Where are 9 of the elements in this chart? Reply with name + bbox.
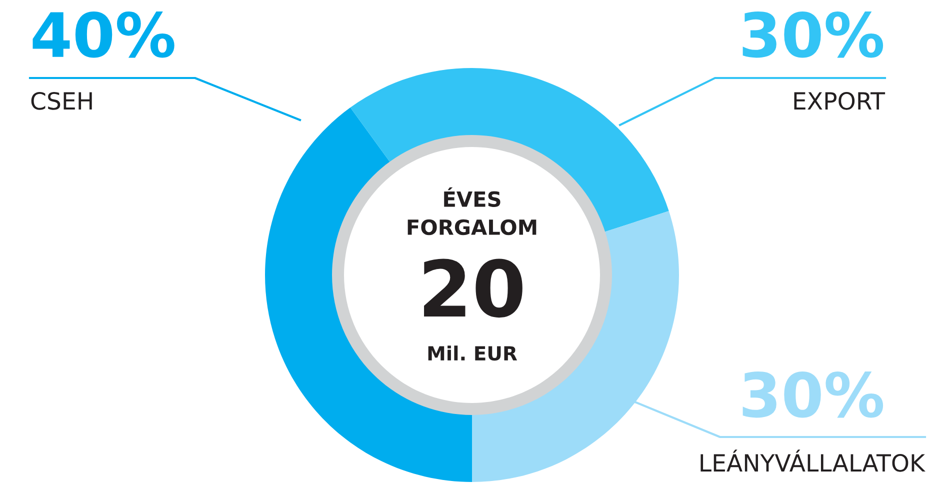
text: Mil. EUR <box>428 346 518 361</box>
text: ÉVES FORGALOM <box>408 187 536 236</box>
text: 20 <box>424 258 522 318</box>
slice-label: CSEH <box>31 92 92 110</box>
data-label: 30% <box>742 372 884 418</box>
data-label: 40% <box>32 12 174 58</box>
slice-label: EXPORT <box>794 92 886 110</box>
slice-label: LEÁNYVÁLLALATOK <box>700 450 926 472</box>
data-label: 30% <box>742 12 884 58</box>
